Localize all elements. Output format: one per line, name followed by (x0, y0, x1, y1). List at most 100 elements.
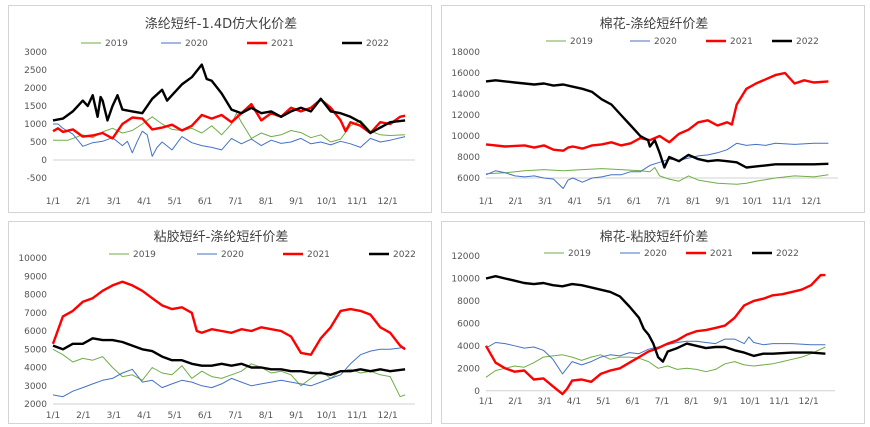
chart-panel-1: 棉花-涤纶短纤价差 6000 8000 10000 12000 14000 16000 180… (441, 5, 865, 213)
chart-panel-0: 涤纶短纤-1.4D仿大化价差 -500 0 500 1000 1500 2000 2500 30… (8, 5, 432, 213)
x-tick-label: 6/1 (627, 197, 641, 207)
series-line-2020 (485, 336, 826, 375)
legend-label: 2019 (105, 39, 128, 49)
y-tick-label: 1000 (24, 120, 47, 130)
series-line-2020 (485, 142, 829, 189)
legend-label: 2022 (776, 249, 799, 259)
x-tick-label: 5/1 (597, 197, 611, 207)
legend-label: 2022 (366, 39, 389, 49)
x-tick-label: 9/1 (713, 397, 727, 407)
chart-panel-3: 棉花-粘胶短纤价差 0 2000 4000 6000 8000 10000 12000 1/1 2… (441, 221, 865, 424)
series-line-2019 (52, 348, 406, 398)
legend-label: 2020 (644, 249, 667, 259)
x-tick-label: 6/1 (198, 197, 212, 207)
x-tick-label: 11/1 (347, 411, 367, 421)
y-tick-label: 14000 (451, 90, 480, 100)
x-tick-label: 4/1 (567, 397, 581, 407)
x-tick-label: 1/1 (46, 197, 60, 207)
legend-label: 2022 (796, 37, 819, 47)
legend-label: 2021 (710, 249, 733, 259)
series-line-2022 (485, 275, 826, 363)
x-tick-label: 3/1 (107, 197, 121, 207)
x-tick-label: 8/1 (259, 197, 273, 207)
legend-label: 2021 (730, 37, 753, 47)
y-tick-label: 18000 (451, 48, 480, 58)
x-tick-label: 12/1 (378, 197, 398, 207)
chart-title: 粘胶短纤-涤纶短纤价差 (154, 229, 289, 245)
x-tick-label: 3/1 (537, 397, 551, 407)
y-tick-label: 4000 (457, 342, 480, 352)
legend-label: 2021 (271, 39, 294, 49)
y-tick-label: 12000 (451, 111, 480, 121)
x-tick-label: 4/1 (137, 411, 151, 421)
x-tick-label: 4/1 (567, 197, 581, 207)
y-tick-label: 9000 (24, 272, 47, 282)
x-tick-label: 8/1 (684, 397, 698, 407)
series-line-2019 (485, 167, 829, 185)
y-tick-label: 7000 (24, 309, 47, 319)
x-tick-label: 3/1 (538, 197, 552, 207)
x-tick-label: 7/1 (228, 197, 242, 207)
legend-label: 2022 (393, 250, 416, 260)
x-tick-label: 7/1 (655, 397, 669, 407)
x-tick-label: 10/1 (742, 197, 762, 207)
x-tick-label: 7/1 (228, 411, 242, 421)
legend-label: 2019 (570, 37, 593, 47)
x-tick-label: 5/1 (596, 397, 610, 407)
x-tick-label: 1/1 (479, 197, 493, 207)
series-line-2020 (52, 346, 406, 398)
series-line-2021 (51, 280, 406, 356)
x-tick-label: 10/1 (740, 397, 760, 407)
x-tick-label: 9/1 (289, 197, 303, 207)
y-tick-label: 3000 (24, 382, 47, 392)
x-tick-label: 12/1 (378, 411, 398, 421)
y-tick-label: 6000 (24, 327, 47, 337)
y-tick-label: 12000 (451, 252, 480, 262)
chart-title: 棉花-粘胶短纤价差 (600, 229, 709, 245)
x-tick-label: 6/1 (198, 411, 212, 421)
x-tick-label: 7/1 (656, 197, 670, 207)
series-line-2022 (485, 79, 829, 169)
series-line-2021 (485, 71, 829, 152)
x-tick-label: 8/1 (259, 411, 273, 421)
y-tick-label: 0 (474, 387, 480, 397)
x-tick-label: 1/1 (46, 411, 60, 421)
y-tick-label: 0 (41, 156, 47, 166)
y-tick-label: 10000 (451, 274, 480, 284)
y-tick-label: 4000 (24, 364, 47, 374)
y-tick-label: -500 (27, 174, 48, 184)
y-tick-label: 2000 (457, 364, 480, 374)
chart-title: 棉花-涤纶短纤价差 (600, 16, 709, 32)
series-line-2019 (485, 346, 826, 378)
y-tick-label: 5000 (24, 345, 47, 355)
x-tick-label: 9/1 (715, 197, 729, 207)
x-tick-label: 4/1 (137, 197, 151, 207)
chart-title: 涤纶短纤-1.4D仿大化价差 (145, 17, 297, 32)
y-tick-label: 16000 (451, 69, 480, 79)
y-tick-label: 6000 (457, 319, 480, 329)
series-line-2022 (52, 337, 406, 376)
y-tick-label: 500 (30, 138, 47, 148)
x-tick-label: 11/1 (347, 197, 367, 207)
series-line-2021 (484, 273, 826, 396)
y-tick-label: 2500 (24, 66, 47, 76)
chart-svg-0: 涤纶短纤-1.4D仿大化价差 -500 0 500 1000 1500 2000 2500 30… (24, 17, 415, 207)
legend-label: 2020 (221, 250, 244, 260)
y-tick-label: 8000 (24, 291, 47, 301)
y-tick-label: 10000 (451, 132, 480, 142)
y-tick-label: 2000 (24, 84, 47, 94)
y-tick-label: 6000 (457, 174, 480, 184)
y-tick-label: 8000 (457, 297, 480, 307)
y-tick-label: 3000 (24, 48, 47, 58)
legend-label: 2021 (307, 250, 330, 260)
y-tick-label: 1500 (24, 102, 47, 112)
y-tick-label: 8000 (457, 153, 480, 163)
x-tick-label: 2/1 (508, 397, 522, 407)
x-tick-label: 11/1 (772, 197, 792, 207)
x-tick-label: 12/1 (801, 197, 821, 207)
legend-label: 2020 (185, 39, 208, 49)
x-tick-label: 5/1 (167, 197, 181, 207)
legend-label: 2020 (654, 37, 677, 47)
x-tick-label: 3/1 (107, 411, 121, 421)
series-line-2022 (52, 63, 406, 135)
